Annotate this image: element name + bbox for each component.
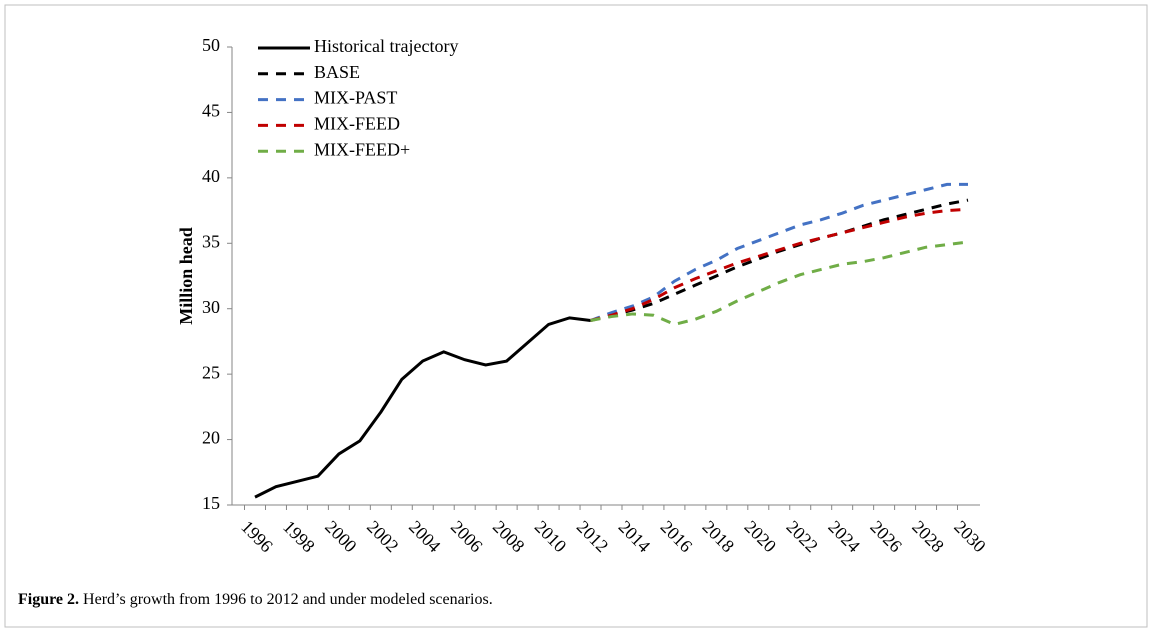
x-tick-label: 1996 [237,517,277,557]
x-tick-label: 2024 [824,517,864,557]
x-tick-label: 2004 [405,517,445,557]
y-tick-label: 45 [202,101,220,121]
caption-label: Figure 2. [18,591,79,608]
legend-label: MIX-FEED+ [314,139,410,159]
y-axis-title: Million head [176,227,196,325]
x-tick-label: 2008 [489,517,529,557]
caption-text: Herd’s growth from 1996 to 2012 and unde… [83,591,493,608]
y-tick-label: 50 [202,35,220,55]
x-tick-label: 2000 [321,517,361,557]
legend-label: BASE [314,62,360,82]
x-tick-label: 2010 [531,517,571,557]
x-tick-label: 2026 [866,517,906,557]
x-tick-label: 2006 [447,517,487,557]
y-tick-label: 20 [202,428,220,448]
y-tick-label: 25 [202,362,220,382]
series-line [590,207,969,322]
x-tick-label: 2012 [573,517,613,557]
series-line [254,316,591,499]
x-tick-label: 2020 [741,517,781,557]
legend-label: MIX-FEED [314,114,400,134]
figure-frame [4,4,1148,628]
series-line [590,240,969,326]
x-tick-label: 2030 [950,517,990,557]
x-tick-label: 2016 [657,517,697,557]
x-tick-label: 2018 [699,517,739,557]
x-tick-label: 2002 [363,517,403,557]
legend-label: MIX-PAST [314,88,397,108]
y-tick-label: 30 [202,297,220,317]
legend-label: Historical trajectory [314,36,458,56]
x-tick-label: 2028 [908,517,948,557]
x-tick-label: 1998 [279,517,319,557]
caption: Figure 2. Herd’s growth from 1996 to 201… [18,591,493,608]
x-tick-label: 2022 [782,517,822,557]
y-tick-label: 35 [202,231,220,251]
y-tick-label: 15 [202,493,220,513]
y-tick-label: 40 [202,166,220,186]
x-tick-label: 2014 [615,517,655,557]
